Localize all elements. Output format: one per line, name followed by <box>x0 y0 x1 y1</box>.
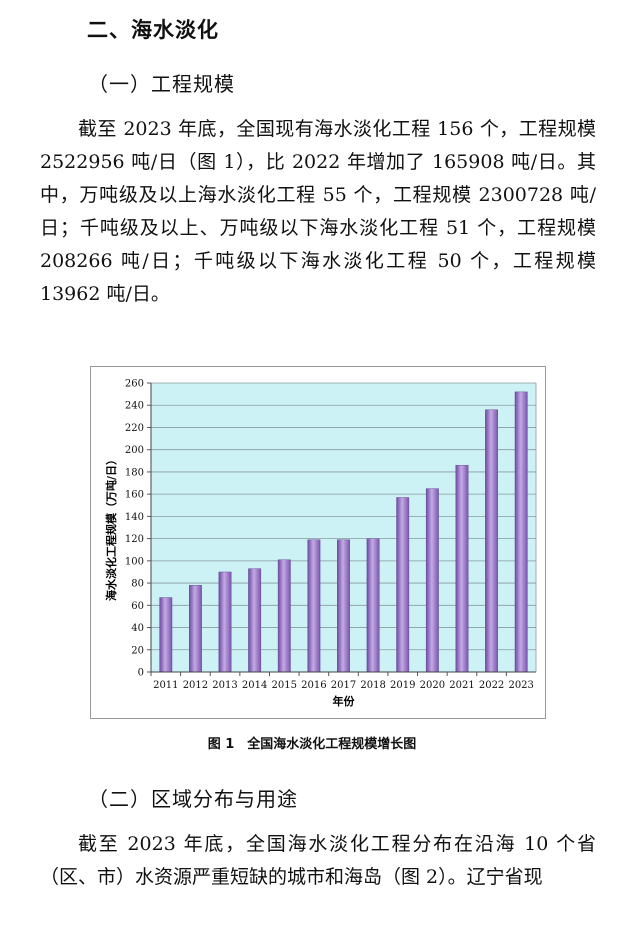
x-tick-label: 2022 <box>479 680 504 691</box>
chart-frame: 0 20 40 60 80 100 120 140 160 180 200 220 240 260 201… <box>90 366 546 719</box>
subsection-heading-distribution: （二）区域分布与用途 <box>88 787 298 811</box>
x-tick-label: 2014 <box>242 680 267 691</box>
y-tick-label: 20 <box>131 645 144 656</box>
y-tick-label: 100 <box>125 556 144 567</box>
x-tick-label: 2017 <box>331 680 356 691</box>
y-tick-label: 40 <box>131 623 144 634</box>
bar-2012 <box>189 585 202 673</box>
bar-2023 <box>514 391 528 673</box>
x-tick-label: 2023 <box>508 680 533 691</box>
bar-2021 <box>455 465 469 673</box>
bar-2013 <box>218 571 232 673</box>
bar-2011 <box>159 597 173 673</box>
x-axis-label: 年份 <box>333 694 356 708</box>
x-tick-label: 2021 <box>449 680 474 691</box>
x-tick-label: 2019 <box>390 680 415 691</box>
bar-chart: 0 20 40 60 80 100 120 140 160 180 200 220 240 260 201… <box>104 379 537 708</box>
bar-2019 <box>396 497 410 673</box>
bar-2017 <box>337 539 350 673</box>
paragraph-distribution: 截至 2023 年底，全国海水淡化工程分布在沿海 10 个省（区、市）水资源严重… <box>40 833 596 888</box>
x-tick-label: 2015 <box>272 680 297 691</box>
y-tick-label: 80 <box>131 579 144 590</box>
y-tick-label: 240 <box>125 401 144 412</box>
y-tick-label: 220 <box>125 423 144 434</box>
bar-2018 <box>366 538 380 673</box>
bar-2015 <box>277 559 291 673</box>
x-tick-label: 2013 <box>212 680 237 691</box>
x-tick-label: 2018 <box>360 680 385 691</box>
y-tick-label: 260 <box>125 379 144 390</box>
y-tick-label: 180 <box>125 467 144 478</box>
x-tick-label: 2011 <box>153 680 178 691</box>
y-tick-label: 140 <box>125 512 144 523</box>
y-tick-label: 60 <box>131 601 144 612</box>
bar-2016 <box>307 539 321 673</box>
y-tick-label: 200 <box>125 445 144 456</box>
section-heading: 二、海水淡化 <box>87 18 219 42</box>
subsection-heading-scale: （一）工程规模 <box>88 72 235 96</box>
figure-caption: 图 1 全国海水淡化工程规模增长图 <box>207 737 417 752</box>
y-tick-label: 120 <box>125 534 144 545</box>
x-tick-label: 2016 <box>301 680 326 691</box>
x-tick-label: 2012 <box>183 680 208 691</box>
bar-2022 <box>485 409 498 673</box>
y-tick-label: 0 <box>138 668 144 679</box>
y-tick-label: 160 <box>125 490 144 501</box>
bar-2014 <box>248 568 262 673</box>
paragraph-scale: 截至 2023 年底，全国现有海水淡化工程 156 个，工程规模 2522956… <box>40 118 596 305</box>
x-tick-label: 2020 <box>420 680 445 691</box>
y-axis-label: 海水淡化工程规模（万吨/日） <box>104 454 118 601</box>
bar-2020 <box>425 488 439 673</box>
